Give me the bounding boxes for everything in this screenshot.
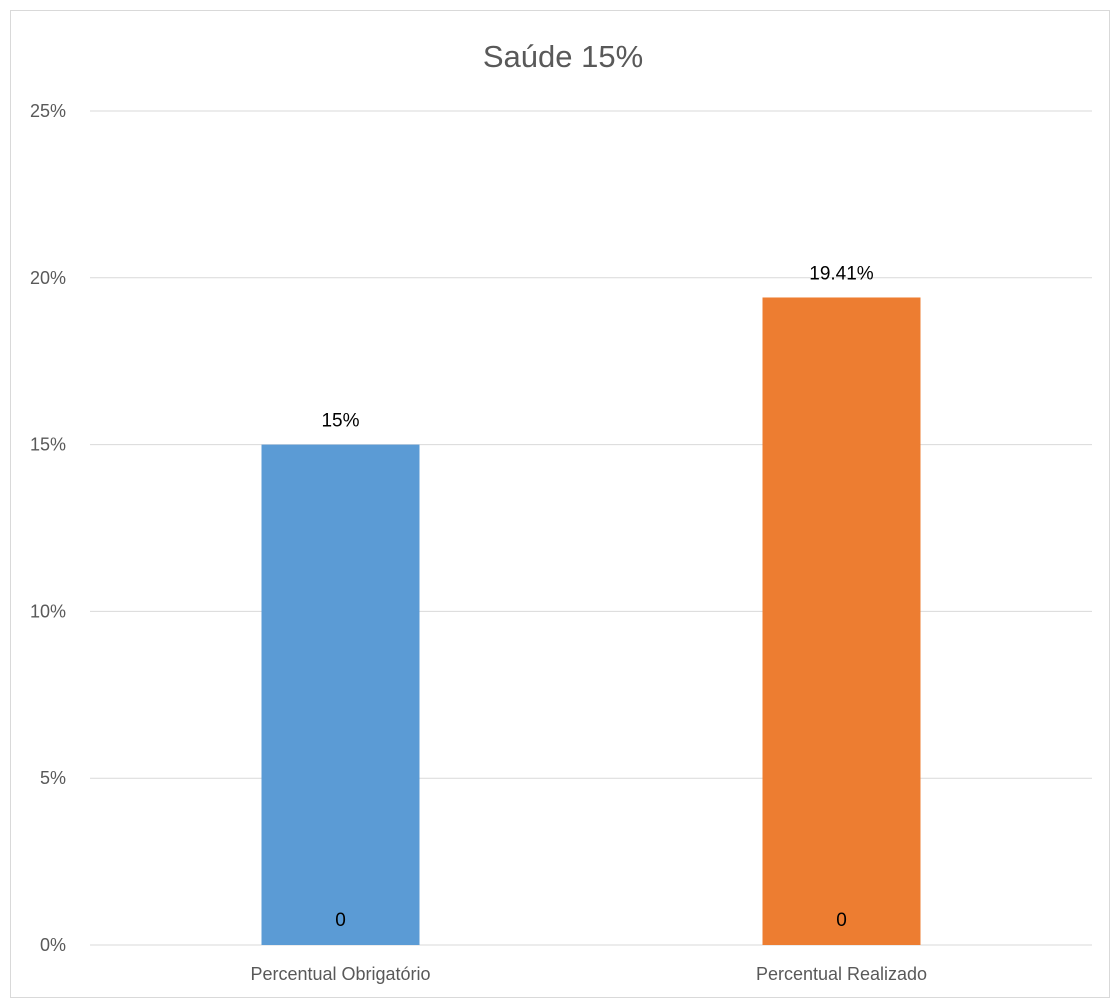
chart-frame: [10, 10, 1110, 998]
value-label: 19.41%: [809, 263, 874, 284]
x-axis-ticks: Percentual Obrigatório Percentual Realiza…: [250, 964, 927, 984]
bars: [261, 297, 921, 945]
base-label: 0: [836, 910, 847, 931]
x-tick-label: Percentual Realizado: [756, 964, 927, 984]
y-tick-label: 25%: [30, 101, 66, 121]
bar-2: [762, 297, 921, 945]
data-labels: 15% 0 19.41% 0: [321, 263, 873, 931]
y-tick-label: 20%: [30, 268, 66, 288]
y-tick-label: 0%: [40, 935, 66, 955]
chart-title: Saúde 15%: [483, 39, 643, 74]
gridlines: [90, 110, 1092, 946]
x-tick-label: Percentual Obrigatório: [250, 964, 430, 984]
bar-1: [261, 444, 420, 945]
y-tick-label: 5%: [40, 768, 66, 788]
y-axis-ticks: 0% 5% 10% 15% 20% 25%: [30, 101, 66, 955]
y-tick-label: 10%: [30, 601, 66, 621]
y-tick-label: 15%: [30, 435, 66, 455]
value-label: 15%: [321, 411, 359, 432]
base-label: 0: [335, 910, 346, 931]
